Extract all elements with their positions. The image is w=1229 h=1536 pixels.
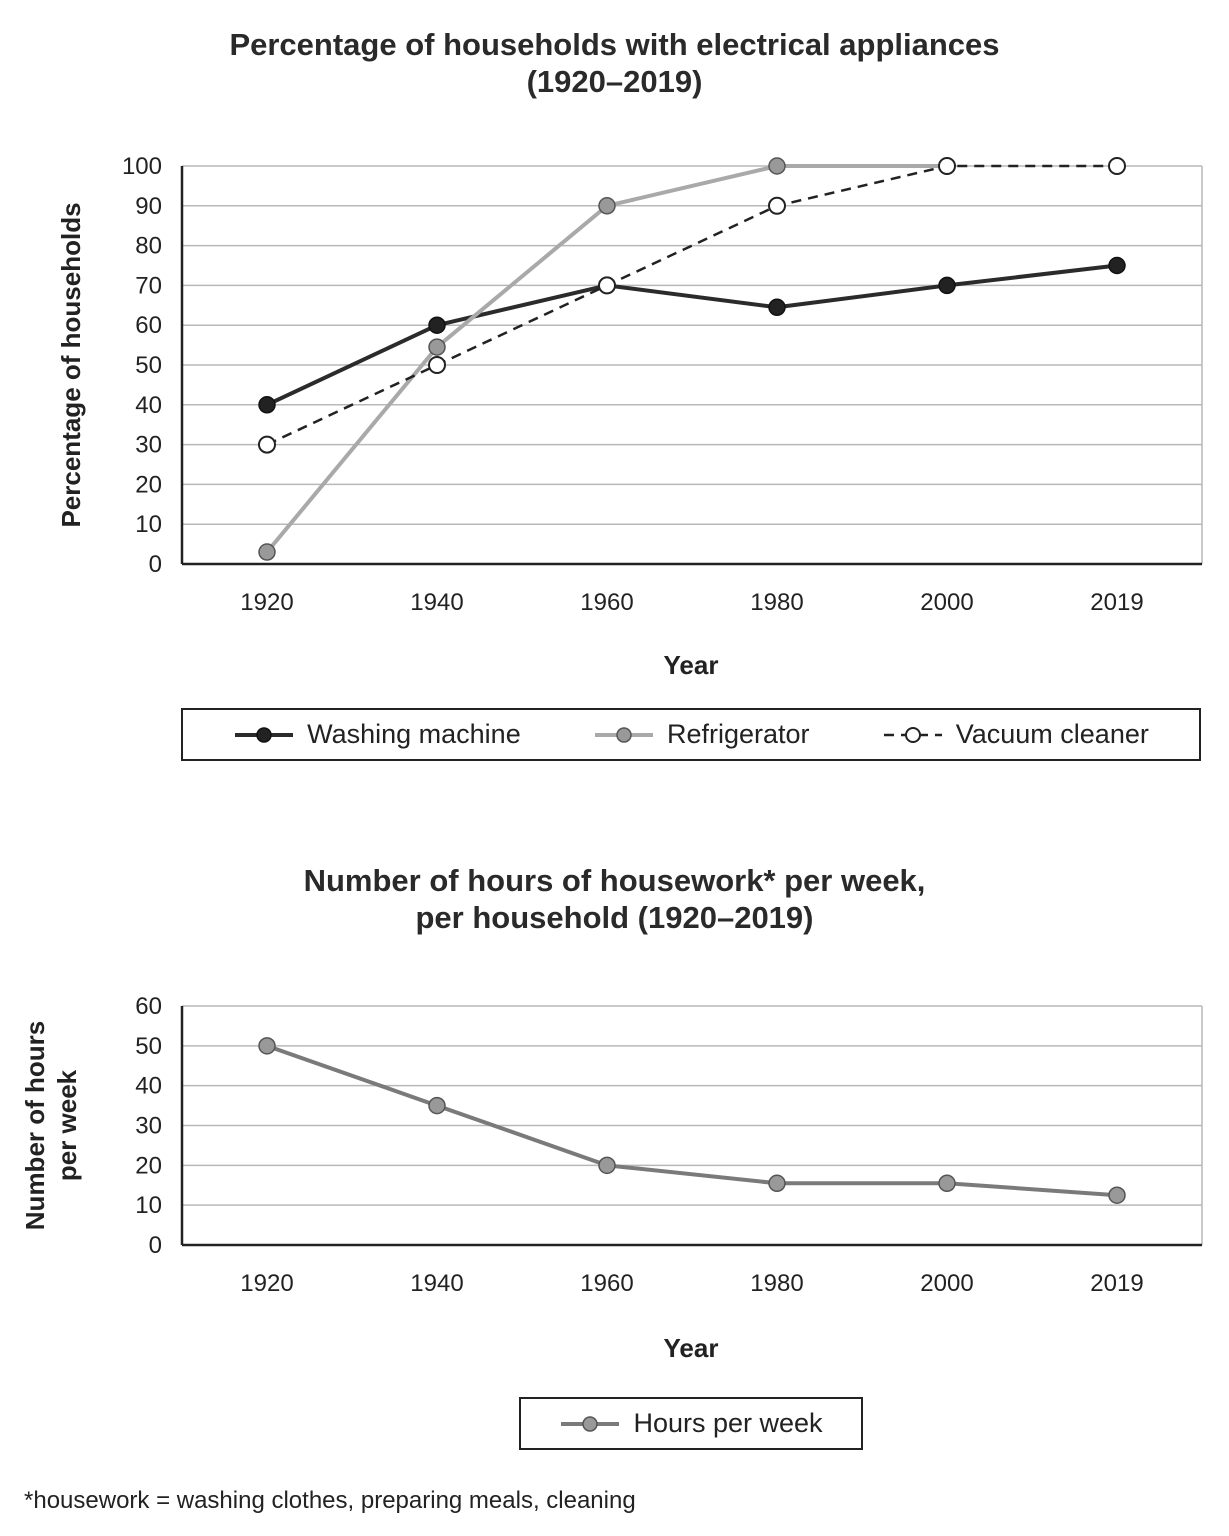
y-axis-title-line1: Number of hours [20, 1021, 50, 1230]
x-tick-label: 1920 [240, 589, 293, 616]
chart1-title-line2: (1920–2019) [526, 64, 703, 99]
x-tick-label: 1940 [410, 1270, 463, 1297]
y-axis-title-line2: per week [52, 1069, 82, 1181]
y-tick-label: 70 [135, 272, 162, 299]
x-tick-label: 1980 [750, 589, 803, 616]
y-tick-label: 60 [135, 993, 162, 1020]
x-tick-label: 1940 [410, 589, 463, 616]
data-point-washing-machine [768, 298, 786, 317]
footnote: *housework = washing clothes, preparing … [24, 1487, 636, 1514]
y-tick-label: 30 [135, 1113, 162, 1140]
data-point-hours-per-week [428, 1096, 446, 1115]
data-point-washing-machine [258, 396, 276, 414]
data-point-vacuum-cleaner [428, 356, 446, 374]
legend-item-washing-machine: Washing machine [233, 719, 521, 750]
legend-label: Refrigerator [666, 719, 810, 749]
y-tick-label: 40 [135, 1073, 162, 1100]
housework-hours-line-chart: 0 10 20 30 40 50 60 1920 1940 1960 1980 2000 2019 Yea… [20, 993, 1203, 1363]
legend-marker [904, 726, 921, 743]
legend-marker [256, 726, 272, 743]
y-tick-label: 30 [135, 432, 162, 459]
data-point-hours-per-week [768, 1174, 786, 1193]
y-tick-label: 20 [135, 1152, 162, 1179]
x-axis-title: Year [664, 650, 719, 680]
x-axis-title: Year [664, 1333, 719, 1363]
y-tick-label: 50 [135, 352, 162, 379]
y-tick-label: 20 [135, 471, 162, 498]
data-point-hours-per-week [1108, 1186, 1126, 1204]
y-tick-label: 10 [135, 1192, 162, 1219]
chart2-legend: Hours per week [519, 1397, 863, 1450]
y-tick-label: 60 [135, 312, 162, 339]
legend-swatch-washing-machine [235, 726, 294, 743]
data-point-refrigerator [768, 157, 786, 175]
data-point-washing-machine [428, 316, 446, 334]
x-tick-label: 2019 [1090, 589, 1143, 616]
x-tick-label: 1960 [580, 1270, 633, 1297]
y-axis-title: Percentage of households [56, 202, 86, 527]
data-point-hours-per-week [598, 1156, 616, 1175]
legend-marker [582, 1415, 599, 1432]
data-point-washing-machine [1108, 256, 1126, 275]
y-tick-label: 0 [149, 551, 162, 578]
data-point-hours-per-week [258, 1037, 276, 1055]
series-line-hours-per-week [266, 1043, 1118, 1198]
legend-item-hours-per-week: Hours per week [559, 1408, 823, 1439]
x-tick-label: 1980 [750, 1270, 803, 1297]
chart1-title: Percentage of households with electrical… [0, 26, 1229, 100]
appliances-line-chart: 0 10 20 30 40 50 60 70 80 90 100 1920 1940 1960 1980 20… [56, 153, 1203, 680]
y-tick-label: 100 [122, 153, 162, 180]
x-tick-label: 1960 [580, 589, 633, 616]
data-point-washing-machine [938, 276, 956, 295]
data-point-vacuum-cleaner [1108, 157, 1126, 175]
x-tick-label: 2000 [920, 589, 973, 616]
legend-item-refrigerator: Refrigerator [593, 719, 810, 750]
data-point-refrigerator [258, 543, 276, 561]
y-tick-label: 40 [135, 392, 162, 419]
data-point-vacuum-cleaner [598, 276, 616, 295]
chart1-title-line1: Percentage of households with electrical… [229, 27, 1000, 62]
legend-swatch-vacuum-cleaner [883, 726, 942, 743]
data-point-vacuum-cleaner [768, 196, 786, 215]
x-tick-label: 2019 [1090, 1270, 1143, 1297]
data-point-vacuum-cleaner [938, 157, 956, 175]
chart2-title-line2: per household (1920–2019) [415, 900, 814, 935]
y-tick-label: 80 [135, 233, 162, 260]
legend-item-vacuum-cleaner: Vacuum cleaner [882, 719, 1149, 750]
chart1-legend: Washing machine Refrigerator Vacuum cleane… [181, 708, 1201, 761]
x-tick-label: 1920 [240, 1270, 293, 1297]
chart2-title-line1: Number of hours of housework* per week, [303, 863, 926, 898]
series-line-vacuum-cleaner [266, 164, 1117, 446]
legend-swatch-hours-per-week [561, 1415, 620, 1432]
x-tick-label: 2000 [920, 1270, 973, 1297]
legend-label: Hours per week [633, 1408, 823, 1438]
legend-swatch-refrigerator [594, 726, 653, 743]
data-point-refrigerator [428, 338, 446, 356]
data-point-hours-per-week [938, 1174, 956, 1193]
legend-marker [616, 726, 632, 743]
data-point-vacuum-cleaner [258, 435, 276, 454]
y-tick-label: 50 [135, 1033, 162, 1060]
y-tick-label: 90 [135, 193, 162, 220]
data-point-refrigerator [598, 197, 616, 215]
series-line-washing-machine [266, 263, 1118, 407]
y-tick-label: 10 [135, 511, 162, 538]
y-tick-label: 0 [149, 1232, 162, 1259]
legend-label: Vacuum cleaner [955, 719, 1149, 749]
chart2-title: Number of hours of housework* per week, … [0, 862, 1229, 936]
legend-label: Washing machine [307, 719, 521, 749]
